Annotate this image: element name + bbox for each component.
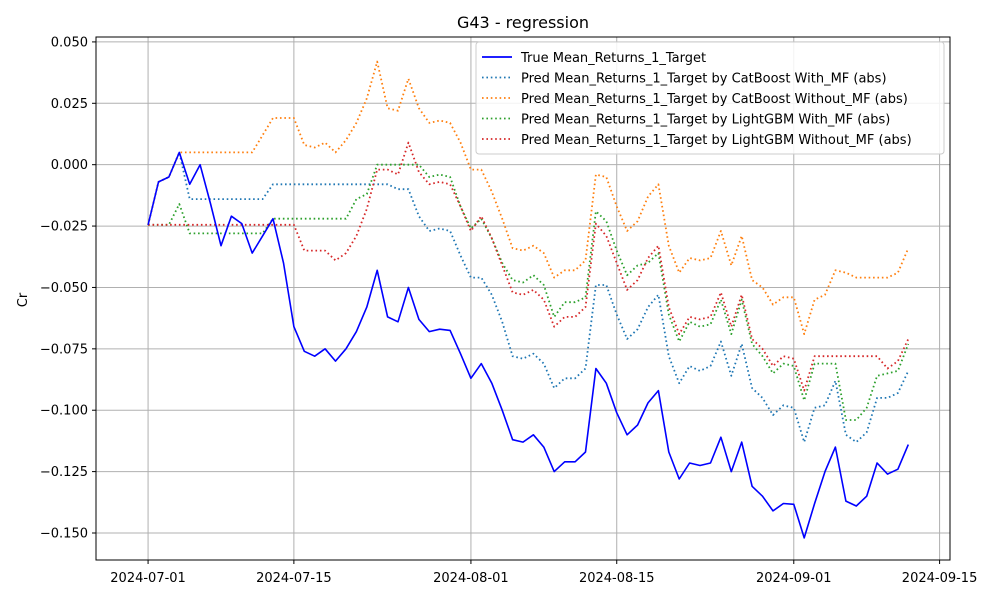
legend-label: True Mean_Returns_1_Target — [520, 51, 706, 66]
x-tick-label: 2024-08-15 — [579, 571, 655, 586]
x-tick-label: 2024-09-01 — [756, 571, 832, 586]
series-line-5 — [148, 141, 910, 392]
series-line-4 — [148, 163, 910, 421]
y-tick-label: −0.025 — [40, 220, 88, 235]
y-tick-label: 0.025 — [51, 97, 88, 112]
y-tick-label: −0.075 — [40, 342, 88, 357]
legend: True Mean_Returns_1_Target Pred Mean_Retu… — [475, 41, 945, 155]
series-layer — [147, 60, 910, 539]
y-tick-label: −0.125 — [40, 465, 88, 480]
legend-label: Pred Mean_Returns_1_Target by CatBoost W… — [521, 72, 887, 87]
legend-box — [475, 41, 945, 155]
x-tick-label: 2024-08-01 — [433, 571, 509, 586]
legend-label: Pred Mean_Returns_1_Target by CatBoost W… — [521, 92, 908, 107]
y-tick-label: 0.050 — [51, 35, 88, 50]
y-tick-label: −0.100 — [40, 404, 88, 419]
y-tick-label: −0.050 — [40, 281, 88, 296]
x-tick-label: 2024-09-15 — [902, 571, 978, 586]
y-axis-label: Cr — [16, 292, 31, 307]
y-tick-label: −0.150 — [40, 526, 88, 541]
axis-ticks: 2024-07-01 2024-07-15 2024-08-01 2024-08-15… — [40, 35, 977, 586]
chart-title: G43 - regression — [457, 13, 589, 32]
plot-frame — [95, 36, 951, 561]
x-tick-label: 2024-07-01 — [110, 571, 186, 586]
legend-label: Pred Mean_Returns_1_Target by LightGBM W… — [521, 133, 912, 148]
series-line-1 — [147, 151, 910, 539]
y-tick-label: 0.000 — [51, 158, 88, 173]
legend-label: Pred Mean_Returns_1_Target by LightGBM W… — [521, 113, 890, 128]
x-tick-label: 2024-07-15 — [256, 571, 332, 586]
